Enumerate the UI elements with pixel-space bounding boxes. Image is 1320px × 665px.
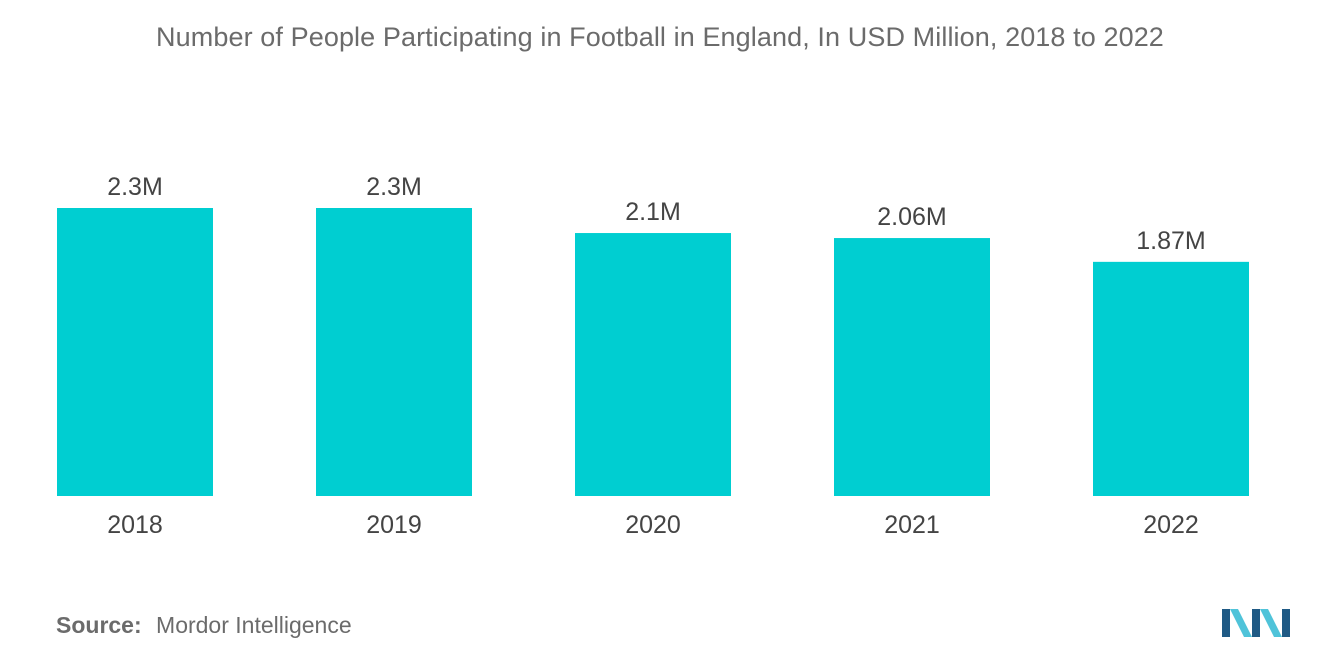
source-note: Source: Mordor Intelligence [56,612,352,639]
data-label-2021: 2.06M [877,203,946,231]
source-label: Source: [56,612,142,638]
bar-2019 [316,208,472,496]
bar-chart: 2.3M 2018 2.3M 2019 2.1M 2020 2.06M 2021 1.87M 20… [57,173,1249,539]
data-label-2020: 2.1M [625,198,681,226]
data-label-2022: 1.87M [1136,227,1205,255]
x-tick-label-2019: 2019 [366,511,422,539]
mordor-intelligence-logo-icon [1222,609,1290,637]
data-label-2018: 2.3M [107,173,163,201]
x-tick-label-2020: 2020 [625,511,681,539]
data-label-2019: 2.3M [366,173,422,201]
source-value: Mordor Intelligence [156,612,352,638]
x-tick-label-2018: 2018 [107,511,163,539]
bar-2018 [57,208,213,496]
bar-2022 [1093,261,1249,496]
x-tick-label-2022: 2022 [1143,511,1199,539]
chart-title: Number of People Participating in Footba… [156,22,1164,52]
bar-2021 [834,238,990,496]
bar-2020 [575,233,731,497]
x-tick-label-2021: 2021 [884,511,940,539]
